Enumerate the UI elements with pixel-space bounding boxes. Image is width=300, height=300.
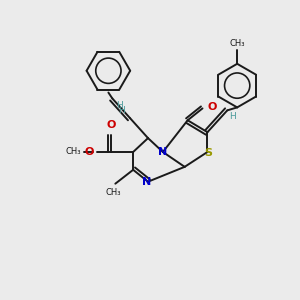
Text: N: N [142,177,152,187]
Text: CH₃: CH₃ [106,188,121,196]
Text: H: H [118,106,125,115]
Text: O: O [107,120,116,130]
Text: N: N [158,147,167,157]
Text: CH₃: CH₃ [230,39,245,48]
Text: H: H [116,101,123,110]
Text: S: S [205,148,212,158]
Text: CH₃: CH₃ [65,148,81,157]
Text: H: H [229,112,236,122]
Text: O: O [84,147,94,157]
Text: O: O [208,102,217,112]
